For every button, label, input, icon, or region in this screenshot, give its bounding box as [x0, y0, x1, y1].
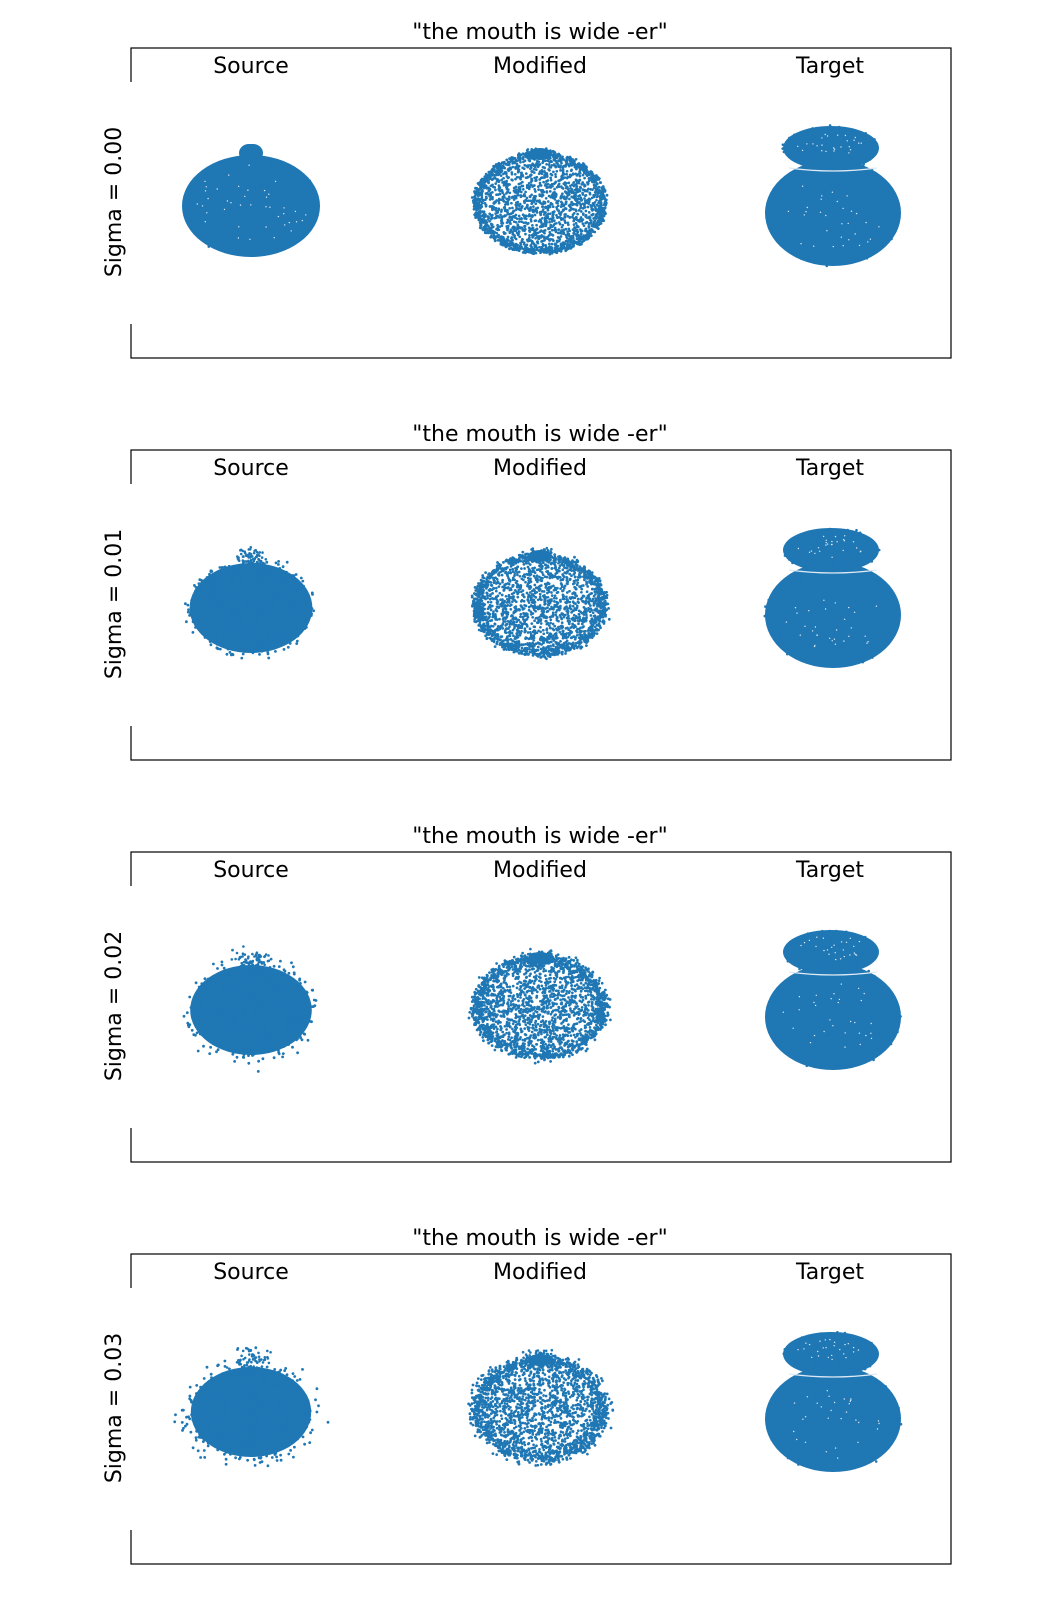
column-label-modified: Modified	[493, 1260, 587, 1285]
sigma-label: Sigma = 0.03	[102, 1333, 127, 1483]
panel-title: "the mouth is wide -er"	[412, 824, 667, 849]
sigma-label: Sigma = 0.00	[102, 127, 127, 277]
target-point-cloud	[765, 1331, 903, 1472]
modified-point-cloud	[470, 147, 609, 256]
column-label-source: Source	[213, 1260, 289, 1285]
modified-point-cloud	[467, 1348, 615, 1467]
panel-3: "the mouth is wide -er" Source Modified Tar…	[102, 1226, 952, 1565]
modified-point-cloud	[470, 546, 611, 661]
column-label-modified: Modified	[493, 858, 587, 883]
column-label-target: Target	[795, 858, 864, 883]
panel-1: "the mouth is wide -er" Source Modified Tar…	[102, 422, 952, 761]
column-label-modified: Modified	[493, 456, 587, 481]
column-label-target: Target	[795, 456, 864, 481]
sigma-label: Sigma = 0.01	[102, 529, 127, 679]
source-point-cloud	[182, 945, 318, 1073]
column-label-target: Target	[795, 54, 864, 79]
column-label-target: Target	[795, 1260, 864, 1285]
column-label-source: Source	[213, 858, 289, 883]
column-label-modified: Modified	[493, 54, 587, 79]
panel-title: "the mouth is wide -er"	[412, 20, 667, 45]
panel-2: "the mouth is wide -er" Source Modified Tar…	[102, 824, 952, 1163]
target-point-cloud	[763, 527, 901, 668]
target-point-cloud	[765, 929, 902, 1070]
panel-title: "the mouth is wide -er"	[412, 422, 667, 447]
source-point-cloud	[182, 144, 320, 257]
panel-0: "the mouth is wide -er" Source Modified Tar…	[102, 20, 952, 359]
target-point-cloud	[765, 124, 901, 268]
modified-point-cloud	[467, 947, 612, 1065]
source-point-cloud	[184, 546, 315, 660]
column-label-source: Source	[213, 456, 289, 481]
source-point-cloud	[173, 1346, 330, 1468]
column-label-source: Source	[213, 54, 289, 79]
sigma-label: Sigma = 0.02	[102, 931, 127, 1081]
panel-title: "the mouth is wide -er"	[412, 1226, 667, 1251]
